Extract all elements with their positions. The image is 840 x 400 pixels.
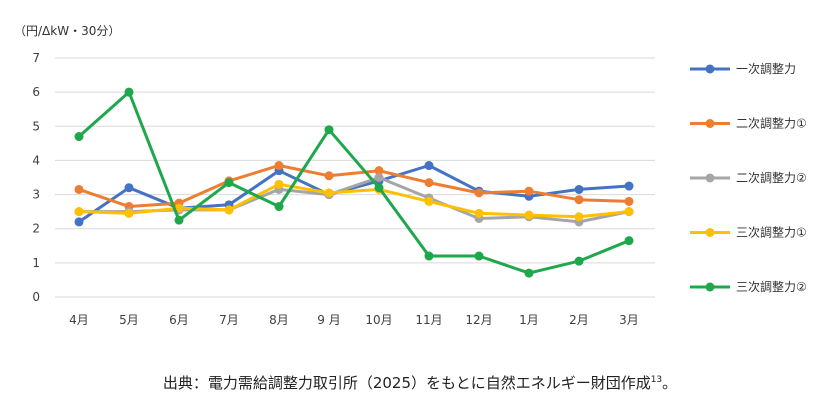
legend-item: 二次調整力① [690,116,807,131]
data-point [74,132,84,142]
legend-item: 二次調整力② [690,170,807,185]
y-tick-label: 0 [32,290,40,304]
x-tick-label: 1月 [519,313,539,327]
data-point [374,183,384,193]
data-point [274,202,284,212]
data-point [574,184,584,194]
data-point [524,210,534,220]
legend-label: 一次調整力 [736,61,796,76]
x-tick-label: 6月 [169,313,189,327]
legend-item: 三次調整力② [690,279,807,294]
y-axis-unit-label: （円/ΔkW・30分） [14,24,120,38]
y-tick-label: 5 [32,119,40,133]
legend-label: 三次調整力① [736,225,807,240]
series-lines [74,87,634,278]
x-axis-ticks: 4月 5月 6月 7月 8月 9 月 10月 11月 12月 1月 2月 3月 [69,313,639,327]
source-note: 出典：電力需給調整力取引所（2025）をもとに自然エネルギー財団作成13。 [0,372,840,393]
data-point [624,236,634,246]
data-point [274,161,284,171]
data-point [474,208,484,218]
data-point [74,184,84,194]
series-line [77,90,631,275]
x-tick-label: 5月 [119,313,139,327]
y-tick-label: 4 [32,153,40,167]
data-point [324,171,334,181]
data-point [374,166,384,176]
data-point [324,188,334,198]
data-point [624,207,634,217]
y-tick-label: 3 [32,188,40,202]
source-note-text: 出典：電力需給調整力取引所（2025）をもとに自然エネルギー財団作成 [162,374,651,392]
footnote-number: 13 [650,375,663,385]
data-point [424,178,434,188]
source-note-end: 。 [662,374,678,392]
data-point [624,181,634,191]
data-point [174,215,184,225]
data-point [124,183,134,193]
legend-item: 三次調整力① [690,225,807,240]
data-point [324,125,334,135]
y-tick-label: 2 [32,222,40,236]
data-point [424,161,434,171]
x-tick-label: 4月 [69,313,89,327]
y-tick-label: 7 [32,51,40,65]
data-point [474,251,484,261]
y-tick-label: 1 [32,256,40,270]
legend-swatch-marker [705,119,715,128]
series-line [77,164,631,208]
series-line [77,182,631,219]
legend-swatch-marker [705,173,715,183]
x-tick-label: 12月 [465,313,492,327]
legend-label: 二次調整力② [736,170,807,185]
series-5 [74,87,634,278]
y-axis-ticks: 0 1 2 3 4 5 6 7 [32,51,40,304]
x-tick-label: 3月 [619,313,639,327]
data-point [574,256,584,266]
data-point [574,195,584,205]
data-point [224,205,234,215]
data-point [74,207,84,217]
data-point [524,268,534,278]
x-tick-label: 10月 [365,313,392,327]
x-tick-label: 2月 [569,313,589,327]
data-point [574,212,584,222]
legend-item: 一次調整力 [690,61,796,76]
x-tick-label: 11月 [415,313,442,327]
data-point [624,196,634,206]
data-point [124,87,134,97]
data-point [474,188,484,198]
y-tick-label: 6 [32,85,40,99]
data-point [524,186,534,196]
x-tick-label: 9 月 [317,313,340,327]
data-point [424,251,434,261]
legend-swatch-marker [705,64,715,74]
legend-swatch-marker [705,228,715,237]
data-point [424,196,434,206]
x-tick-label: 7月 [219,313,239,327]
x-tick-label: 8月 [269,313,289,327]
data-point [374,173,384,182]
series-2 [74,161,634,212]
legend-label: 三次調整力② [736,279,807,294]
data-point [224,178,234,188]
grid-lines [55,57,655,298]
data-point [274,179,284,189]
legend-label: 二次調整力① [736,116,807,131]
legend-swatch-marker [705,282,715,292]
data-point [124,208,134,218]
data-point [74,217,84,227]
